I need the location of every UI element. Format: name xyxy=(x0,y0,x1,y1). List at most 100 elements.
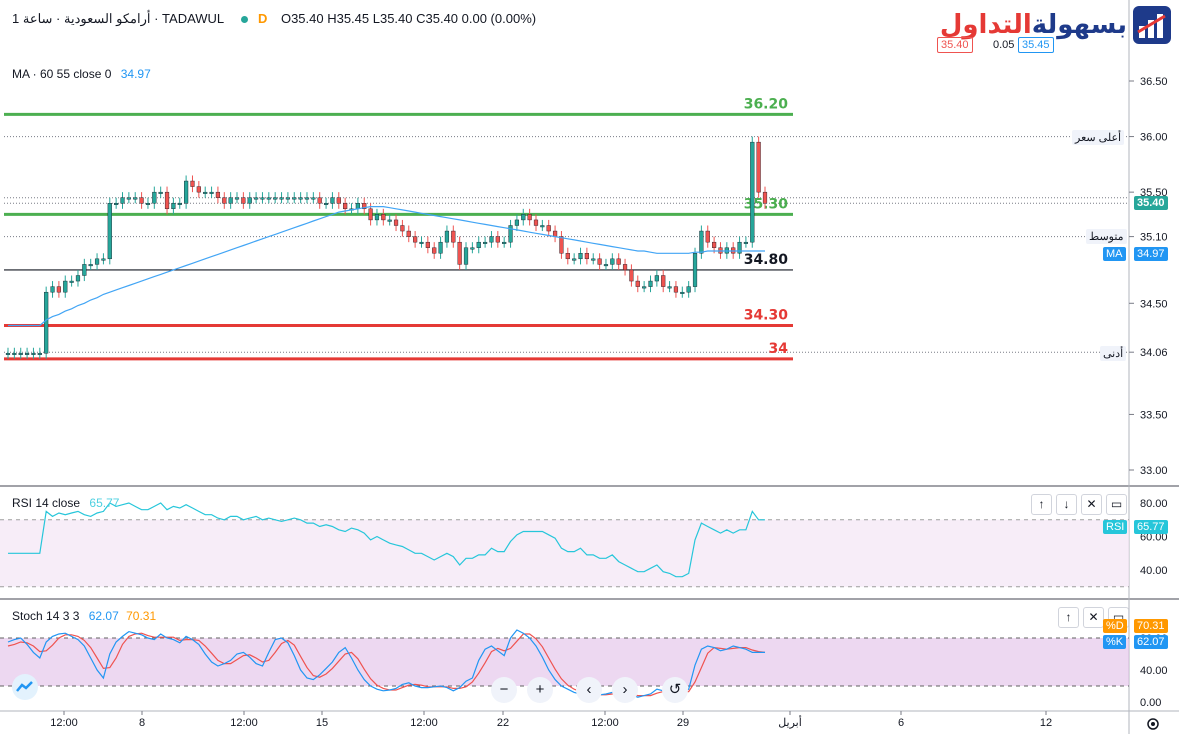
candle-body xyxy=(177,203,182,205)
settings-gear-icon[interactable] xyxy=(1145,716,1161,732)
ma-legend[interactable]: MA · 60 55 close 0 34.97 xyxy=(12,67,151,81)
zoom-out-button[interactable]: − xyxy=(491,677,517,703)
rsi-close-icon[interactable]: ✕ xyxy=(1081,494,1102,515)
candle xyxy=(521,208,526,226)
price-tick-label: 34.06 xyxy=(1140,347,1168,359)
logo-badge-icon xyxy=(1133,6,1171,44)
candle-body xyxy=(82,264,87,276)
stoch-legend-label: Stoch 14 3 3 xyxy=(12,609,80,623)
candle-body xyxy=(120,197,125,204)
candle xyxy=(444,225,450,248)
candle-body xyxy=(44,291,49,354)
candle xyxy=(355,197,360,215)
time-tick-label: 12:00 xyxy=(50,717,78,729)
scroll-right-button[interactable]: › xyxy=(612,677,638,703)
rsi-move-down-icon[interactable]: ↓ xyxy=(1056,494,1077,515)
candle xyxy=(133,192,138,204)
rsi-move-up-icon[interactable]: ↑ xyxy=(1031,494,1052,515)
candle xyxy=(241,192,246,209)
candle xyxy=(635,275,640,293)
level-label-0: 36.20 xyxy=(744,96,789,112)
price-tick-label: 36.00 xyxy=(1140,132,1168,144)
candle-body xyxy=(362,203,367,210)
candle-body xyxy=(266,197,271,200)
candle-body xyxy=(743,241,749,244)
candle-body xyxy=(667,286,672,289)
ma-axis-name: MA xyxy=(1103,247,1126,261)
candle xyxy=(743,236,749,248)
candle-body xyxy=(393,219,399,226)
zoom-in-button[interactable]: + xyxy=(527,677,553,703)
candle-body xyxy=(406,230,411,237)
candle-body xyxy=(756,141,761,193)
candle xyxy=(692,247,698,293)
candle xyxy=(642,281,647,293)
rsi-maximize-icon[interactable]: ▭ xyxy=(1106,494,1127,515)
time-tick-label: 12:00 xyxy=(591,717,619,729)
candle xyxy=(648,275,653,293)
candle xyxy=(69,275,74,287)
candle xyxy=(629,264,634,287)
candle-body xyxy=(139,197,144,204)
candle-body xyxy=(323,203,329,205)
candle xyxy=(304,192,310,204)
brand-logo: بسهولةالتداول xyxy=(940,6,1171,44)
candle xyxy=(393,214,399,232)
level-label-4: 34 xyxy=(769,341,789,357)
candle xyxy=(508,219,513,248)
candle-body xyxy=(209,191,214,194)
symbol-title[interactable]: أرامكو السعودية · ساعة 1 · TADAWUL xyxy=(12,11,224,26)
stoch-move-up-icon[interactable]: ↑ xyxy=(1058,607,1079,628)
scroll-left-button[interactable]: ‹ xyxy=(576,677,602,703)
candle xyxy=(489,231,494,248)
candle-body xyxy=(94,258,100,265)
candle xyxy=(336,192,341,209)
candle xyxy=(680,286,685,298)
candle xyxy=(330,192,335,209)
rsi-legend[interactable]: RSI 14 close 65.77 xyxy=(12,496,119,510)
candle-body xyxy=(222,197,227,204)
candle-body xyxy=(12,353,17,355)
candle xyxy=(222,192,227,209)
candle-body xyxy=(126,197,131,200)
candle xyxy=(419,236,424,248)
status-dot xyxy=(241,16,249,23)
candle-body xyxy=(661,275,666,287)
ma-legend-value: 34.97 xyxy=(120,67,151,81)
time-tick-label: 12:00 xyxy=(230,717,258,729)
candle-body xyxy=(533,219,539,226)
candle-body xyxy=(610,258,615,265)
candle-body xyxy=(578,253,583,260)
time-tick-label: 15 xyxy=(316,717,328,729)
rsi-legend-value: 65.77 xyxy=(89,496,120,510)
candle-body xyxy=(514,219,520,226)
candle-body xyxy=(508,225,513,243)
tradingview-logo-icon[interactable] xyxy=(10,674,40,700)
candle xyxy=(107,197,112,265)
candle xyxy=(12,347,17,359)
candle xyxy=(253,192,259,204)
candle xyxy=(31,347,36,359)
low-label: أدنى xyxy=(1100,346,1127,361)
candle-body xyxy=(572,258,577,261)
stoch-legend[interactable]: Stoch 14 3 3 62.07 70.31 xyxy=(12,609,156,623)
last-price-tag: 35.40 xyxy=(1134,196,1168,210)
candle-body xyxy=(425,241,430,248)
candle xyxy=(413,231,418,248)
candle xyxy=(247,192,252,209)
candle-body xyxy=(50,286,55,293)
candle-body xyxy=(540,225,545,228)
spread-tag: 0.05 xyxy=(993,39,1015,51)
reset-chart-button[interactable]: ↺ xyxy=(662,677,688,703)
candle xyxy=(559,231,564,259)
candle xyxy=(184,175,189,209)
stoch-close-icon[interactable]: ✕ xyxy=(1083,607,1104,628)
candle-body xyxy=(304,197,310,200)
candle-body xyxy=(381,214,386,221)
candle-body xyxy=(565,253,570,260)
candle-body xyxy=(483,241,488,244)
candle-body xyxy=(196,186,201,193)
candle-body xyxy=(654,275,659,282)
